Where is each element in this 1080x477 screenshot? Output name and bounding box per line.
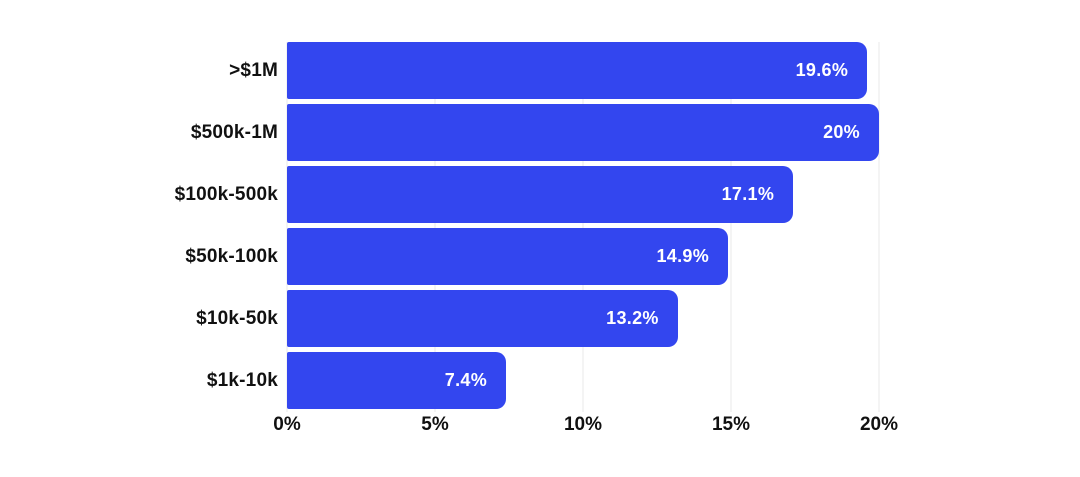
bar-row: $1k-10k 7.4% <box>0 352 879 409</box>
x-axis: 0% 5% 10% 15% 20% <box>273 414 898 438</box>
bar: 14.9% <box>287 228 729 285</box>
bar-value-label: 13.2% <box>606 308 659 328</box>
bar-track: 17.1% <box>287 166 879 223</box>
gridline <box>730 42 732 412</box>
bar-row: $10k-50k 13.2% <box>0 290 879 347</box>
bar-value-label: 7.4% <box>444 370 488 390</box>
category-label: $1k-10k <box>206 369 278 391</box>
gridlines-layer <box>286 42 880 412</box>
bar: 20% <box>287 104 879 161</box>
bar: 17.1% <box>287 166 794 223</box>
x-tick-label: 10% <box>563 414 603 435</box>
bar-row: $500k-1M 20% <box>0 104 879 161</box>
category-label: $10k-50k <box>196 307 278 329</box>
bar-value-label: 17.1% <box>721 184 775 204</box>
category-label: $500k-1M <box>190 121 278 143</box>
x-tick-label: 5% <box>421 414 449 435</box>
bar-value-label: 14.9% <box>656 246 710 266</box>
bar-value-label: 20% <box>823 122 860 142</box>
bar-track: 20% <box>287 104 879 161</box>
bar-track: 19.6% <box>287 42 879 99</box>
bar: 7.4% <box>287 352 507 409</box>
gridline <box>434 42 436 412</box>
plot-rows: >$1M 19.6% $500k-1M 20% $100k-500k 17.1%… <box>0 42 879 414</box>
gridline <box>286 42 288 412</box>
category-label: $50k-100k <box>185 245 278 267</box>
x-tick-label: 0% <box>273 414 301 435</box>
x-tick-label: 15% <box>711 414 751 435</box>
category-label: >$1M <box>229 59 278 81</box>
bar: 13.2% <box>287 290 678 347</box>
bar-row: $100k-500k 17.1% <box>0 166 879 223</box>
bar-track: 7.4% <box>287 352 879 409</box>
category-label: $100k-500k <box>174 183 278 205</box>
bar-value-label: 19.6% <box>795 60 849 80</box>
bar: 19.6% <box>287 42 868 99</box>
bar-row: $50k-100k 14.9% <box>0 228 879 285</box>
bar-row: >$1M 19.6% <box>0 42 879 99</box>
gridline <box>878 42 880 412</box>
bar-track: 14.9% <box>287 228 879 285</box>
gridline <box>582 42 584 412</box>
x-tick-label: 20% <box>859 414 899 435</box>
bar-track: 13.2% <box>287 290 879 347</box>
